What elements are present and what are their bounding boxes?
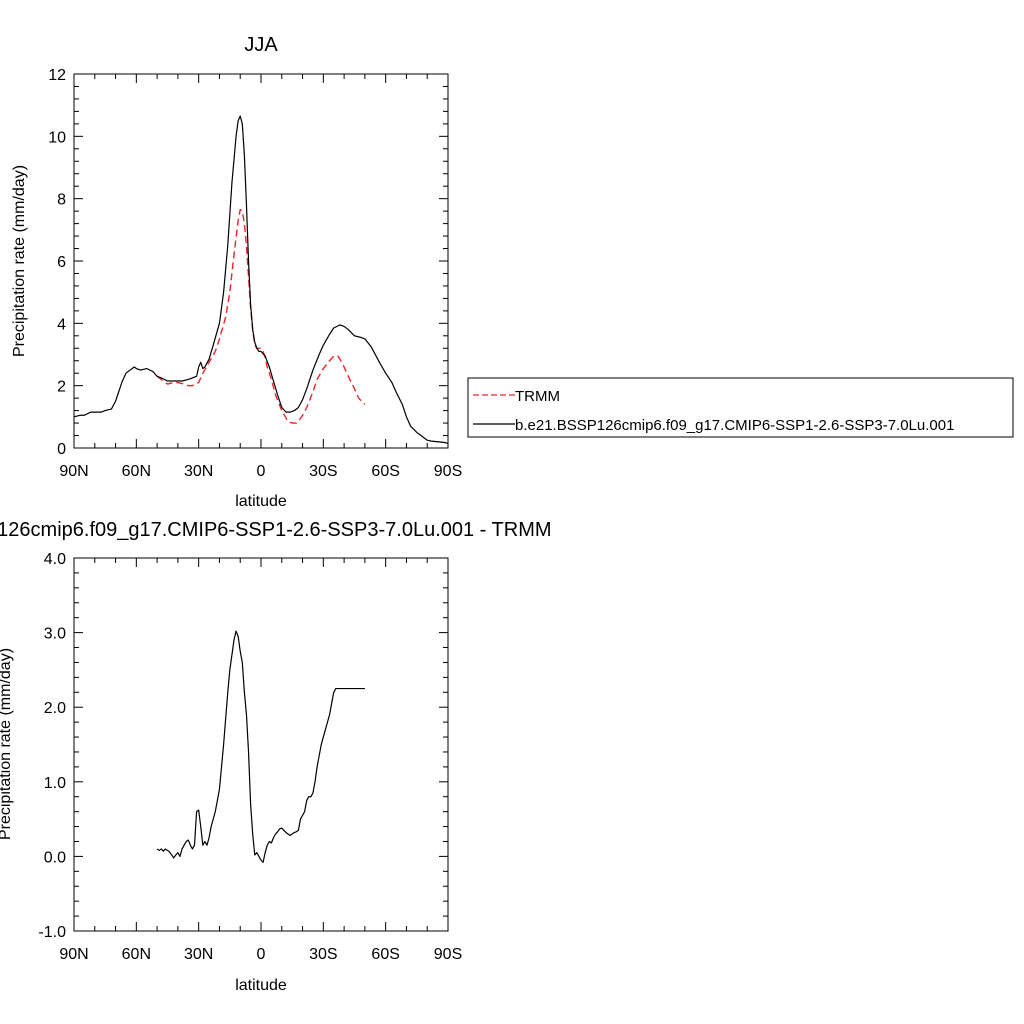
y-tick-label: 4 [57, 316, 66, 333]
plot-frame [73, 73, 449, 449]
x-tick-label: 0 [257, 946, 266, 963]
y-tick-label: -1.0 [38, 924, 66, 941]
y-tick-label: 1.0 [44, 775, 66, 792]
y-tick-label: 4.0 [44, 551, 66, 568]
series-line-difference [156, 630, 365, 863]
x-tick-label: 30S [309, 946, 337, 963]
y-tick-label: 2 [57, 379, 66, 396]
x-tick-label: 0 [257, 463, 266, 480]
y-tick-label: 0.0 [44, 849, 66, 866]
legend-label-model: b.e21.BSSP126cmip6.f09_g17.CMIP6-SSP1-2.… [515, 417, 954, 434]
x-tick-label: 90N [59, 463, 88, 480]
y-axis-label-group: Precipitation rate (mm/day) [0, 648, 14, 840]
series-group [156, 630, 365, 863]
x-tick-label: 60S [371, 463, 399, 480]
plot-frame [73, 557, 449, 932]
legend: TRMM b.e21.BSSP126cmip6.f09_g17.CMIP6-SS… [467, 377, 1014, 438]
legend-box [467, 377, 1014, 438]
x-tick-label: 30N [184, 946, 213, 963]
axis-ticks: 90N 60N 30N 0 30S 60S 90S -1.0 0.0 1.0 2.0 3.0 4.0 [38, 551, 462, 963]
x-tick-label: 60N [122, 463, 151, 480]
x-axis-label: latitude [235, 977, 287, 994]
x-tick-label: 60N [122, 946, 151, 963]
x-tick-label: 90N [59, 946, 88, 963]
y-axis-label-group: Precipitation rate (mm/day) [11, 165, 28, 357]
y-tick-label: 0 [57, 441, 66, 458]
y-tick-label: 6 [57, 254, 66, 271]
panel-title: JJA [244, 34, 278, 56]
y-tick-label: 12 [48, 67, 66, 84]
y-axis-label: Precipitation rate (mm/day) [0, 648, 14, 840]
y-tick-label: 3.0 [44, 626, 66, 643]
x-tick-label: 90S [434, 946, 462, 963]
series-group [73, 115, 449, 444]
series-line-model [73, 115, 449, 444]
y-tick-label: 10 [48, 129, 66, 146]
y-tick-label: 2.0 [44, 700, 66, 717]
panel-title: SP126cmip6.f09_g17.CMIP6-SSP1-2.6-SSP3-7… [0, 519, 552, 541]
y-tick-label: 8 [57, 192, 66, 209]
y-axis-label: Precipitation rate (mm/day) [11, 165, 28, 357]
x-tick-label: 30S [309, 463, 337, 480]
legend-label-trmm: TRMM [515, 388, 560, 405]
x-tick-label: 90S [434, 463, 462, 480]
x-tick-label: 60S [371, 946, 399, 963]
x-tick-label: 30N [184, 463, 213, 480]
axis-ticks: 90N 60N 30N 0 30S 60S 90S 0 2 4 6 8 10 12 [48, 67, 462, 480]
series-line-trmm [156, 208, 366, 424]
x-axis-label: latitude [235, 493, 287, 510]
precip-jja-panel: JJA Precipitation rate (mm/day) latitude… [11, 34, 462, 510]
precip-difference-panel: SP126cmip6.f09_g17.CMIP6-SSP1-2.6-SSP3-7… [0, 519, 552, 994]
